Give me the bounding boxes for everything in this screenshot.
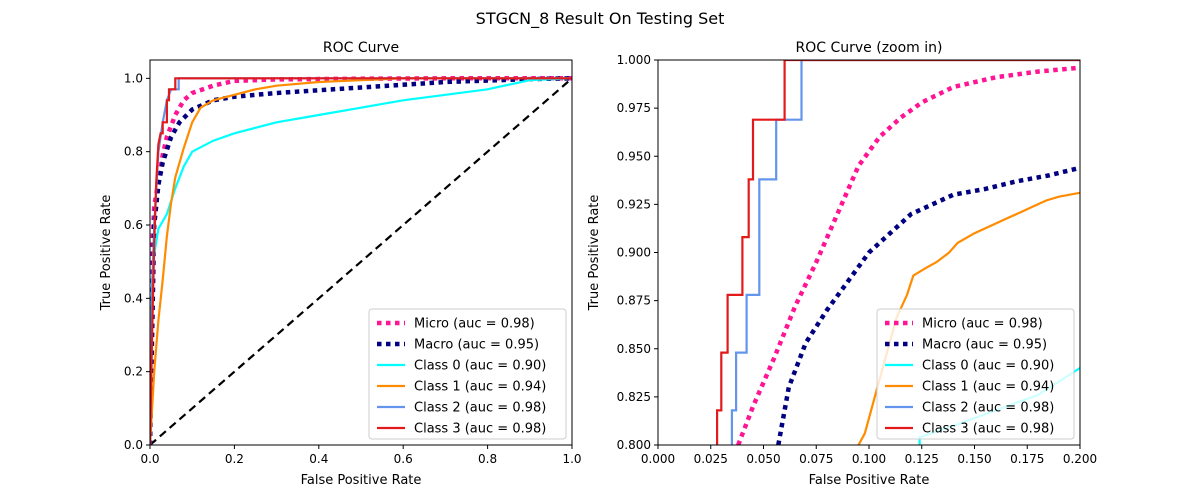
legend-label: Macro (auc = 0.95) (922, 338, 1047, 353)
series-line-class3 (715, 60, 1080, 445)
legend-label: Class 2 (auc = 0.98) (414, 401, 546, 416)
x-tick-label: 0.150 (957, 452, 991, 466)
x-tick-label: 0.025 (694, 452, 728, 466)
y-tick-label: 0.825 (617, 390, 651, 404)
x-tick-label: 0.0 (140, 452, 159, 466)
y-tick-label: 1.0 (124, 71, 143, 85)
y-tick-label: 0.850 (617, 342, 651, 356)
legend-box (876, 308, 1075, 440)
plot-area (150, 76, 572, 445)
axes-frame (149, 59, 573, 446)
series-line-class1 (150, 77, 572, 445)
legend-label: Class 3 (auc = 0.98) (414, 422, 546, 437)
legend-label: Class 3 (auc = 0.98) (922, 422, 1054, 437)
legend-label: Micro (auc = 0.98) (922, 317, 1043, 332)
x-tick-label: 0.8 (478, 452, 497, 466)
y-tick-label: 0.950 (617, 149, 651, 163)
x-tick-label: 1.0 (562, 452, 581, 466)
x-tick-label: 0.4 (309, 452, 328, 466)
x-tick-label: 0.200 (1063, 452, 1097, 466)
y-axis-label: True Positive Rate (587, 195, 602, 312)
y-tick-label: 1.000 (617, 53, 651, 67)
legend-label: Class 0 (auc = 0.90) (922, 359, 1054, 374)
legend-label: Class 2 (auc = 0.98) (922, 401, 1054, 416)
x-tick-label: 0.000 (641, 452, 675, 466)
x-tick-label: 0.175 (1010, 452, 1044, 466)
series-line-micro (736, 65, 1080, 445)
plot-area (715, 60, 1080, 445)
x-tick-label: 0.100 (852, 452, 886, 466)
y-tick-label: 0.925 (617, 197, 651, 211)
series-line-macro (776, 165, 1080, 445)
series-line-macro (150, 76, 572, 445)
x-tick-label: 0.050 (746, 452, 780, 466)
legend-label: Class 1 (auc = 0.94) (922, 380, 1054, 395)
y-tick-label: 0.875 (617, 294, 651, 308)
legend-label: Micro (auc = 0.98) (414, 317, 535, 332)
y-axis-label: True Positive Rate (99, 195, 114, 312)
plot-title: ROC Curve (323, 40, 399, 56)
plot-title: ROC Curve (zoom in) (796, 40, 943, 56)
x-tick-label: 0.6 (394, 452, 413, 466)
x-tick-label: 0.2 (225, 452, 244, 466)
figure-suptitle: STGCN_8 Result On Testing Set (476, 9, 725, 29)
legend-box (368, 308, 567, 440)
y-tick-label: 0.800 (617, 438, 651, 452)
legend-label: Macro (auc = 0.95) (414, 338, 539, 353)
roc-plot: ROC Curve 0.0 0.2 0.4 0.6 0.8 1.0 0.0 0.2 0.4 0.6 0… (99, 40, 582, 488)
legend: Micro (auc = 0.98) Macro (auc = 0.95) Clas… (368, 308, 567, 440)
series-line-class3 (150, 77, 572, 445)
legend-label: Class 1 (auc = 0.94) (414, 380, 546, 395)
roc-zoom-plot: ROC Curve (zoom in) 0.000 0.025 0.050 0.075 0… (587, 40, 1097, 488)
y-tick-label: 0.6 (124, 218, 143, 232)
x-tick-label: 0.125 (905, 452, 939, 466)
legend-label: Class 0 (auc = 0.90) (414, 359, 546, 374)
legend: Micro (auc = 0.98) Macro (auc = 0.95) Clas… (876, 308, 1075, 440)
y-tick-label: 0.900 (617, 246, 651, 260)
y-tick-label: 0.8 (124, 145, 143, 159)
x-axis-label: False Positive Rate (809, 473, 930, 488)
x-axis-label: False Positive Rate (301, 473, 422, 488)
x-tick-label: 0.075 (799, 452, 833, 466)
y-tick-label: 0.975 (617, 101, 651, 115)
y-tick-label: 0.4 (124, 291, 143, 305)
series-line-class2 (730, 60, 1080, 445)
y-tick-label: 0.2 (124, 365, 143, 379)
y-tick-label: 0.0 (124, 438, 143, 452)
series-line-class0 (150, 77, 572, 445)
chance-diagonal-line (150, 77, 572, 445)
